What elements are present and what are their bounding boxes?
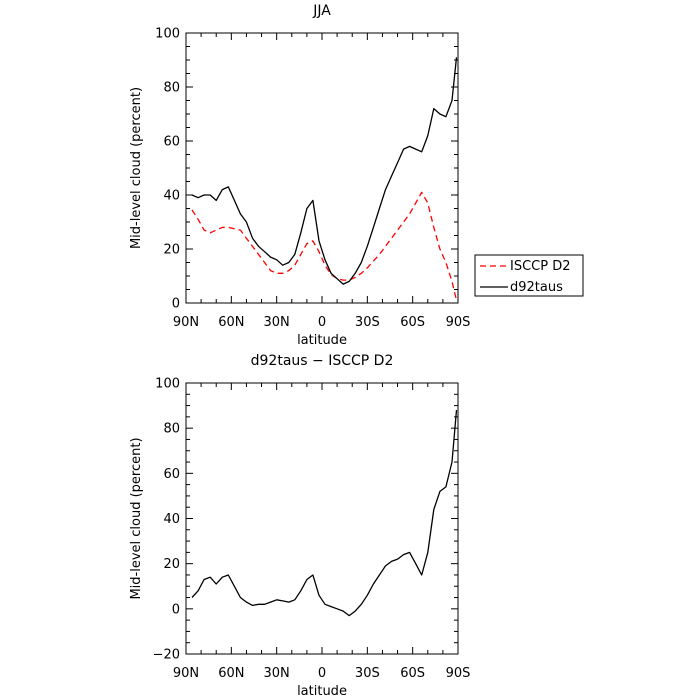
axis-ticks: 0 20 40 60 80 100 90N 60N 30N 0 30S 60S 90S [155,27,470,331]
plot-frame [185,382,459,655]
x-tick-label: 90S [446,315,471,330]
y-tick-label: 40 [163,189,180,204]
y-axis-label: Mid-level cloud (percent) [129,87,144,249]
y-tick-label: 80 [163,81,180,96]
x-tick-label: 90S [446,666,471,681]
chart-panel-top: JJA Mid-level cloud (percent) latitude 0… [129,3,470,348]
x-tick-label: 60N [218,315,244,330]
y-tick-label: 100 [155,27,180,42]
y-tick-label: 80 [163,422,180,437]
chart-panel-bottom: d92taus − ISCCP D2 Mid-level cloud (perc… [129,353,470,699]
y-tick-label: 100 [155,377,180,392]
legend-label-d92taus: d92taus [510,280,563,295]
x-tick-label: 90N [173,666,199,681]
x-tick-label: 60N [218,666,244,681]
x-tick-label: 60S [400,666,425,681]
y-tick-label: 20 [163,243,180,258]
y-tick-label: 0 [172,297,180,312]
x-tick-label: 0 [318,315,326,330]
y-tick-label: 0 [172,602,180,617]
x-axis-label: latitude [297,333,347,348]
y-tick-label: 20 [163,557,180,572]
series-line-difference [191,410,458,617]
y-axis-label: Mid-level cloud (percent) [129,437,144,599]
series-line-isccp-d2 [191,191,458,301]
series-line-d92taus [191,57,458,285]
series-layer [191,410,458,617]
y-tick-label: −20 [153,648,180,663]
legend-label-isccp-d2: ISCCP D2 [510,259,571,274]
x-tick-label: 60S [400,315,425,330]
x-tick-label: 0 [318,666,326,681]
x-tick-label: 90N [173,315,199,330]
series-layer [191,57,458,301]
legend-box [474,254,584,297]
y-tick-label: 40 [163,512,180,527]
plot-frame [185,32,459,304]
x-tick-label: 30N [264,315,290,330]
chart-title: JJA [312,3,331,19]
chart-title: d92taus − ISCCP D2 [251,353,394,369]
y-tick-label: 60 [163,467,180,482]
legend: ISCCP D2 d92taus [474,254,584,297]
axis-ticks: −20 0 20 40 60 80 100 90N 60N 30N 0 30S 60S 90S [153,377,471,682]
x-tick-label: 30N [264,666,290,681]
x-axis-label: latitude [297,684,347,699]
x-tick-label: 30S [355,666,380,681]
y-tick-label: 60 [163,135,180,150]
x-tick-label: 30S [355,315,380,330]
